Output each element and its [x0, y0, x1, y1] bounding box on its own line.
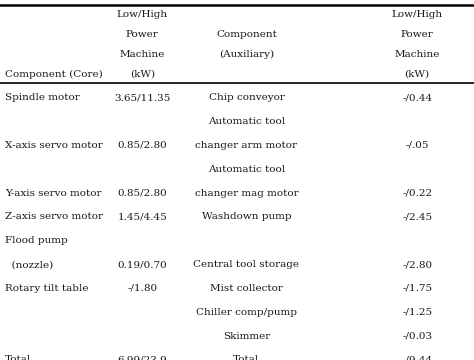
Text: 6.99/23.9: 6.99/23.9 — [118, 355, 167, 360]
Text: Total: Total — [5, 355, 31, 360]
Text: -/0.22: -/0.22 — [402, 189, 432, 198]
Text: changer mag motor: changer mag motor — [195, 189, 298, 198]
Text: Flood pump: Flood pump — [5, 236, 67, 245]
Text: changer arm motor: changer arm motor — [195, 141, 298, 150]
Text: -/0.44: -/0.44 — [402, 93, 432, 102]
Text: 1.45/4.45: 1.45/4.45 — [118, 212, 167, 221]
Text: Low/High: Low/High — [117, 10, 168, 19]
Text: Y-axis servo motor: Y-axis servo motor — [5, 189, 101, 198]
Text: -/0.03: -/0.03 — [402, 332, 432, 341]
Text: -/9.44: -/9.44 — [402, 355, 432, 360]
Text: (nozzle): (nozzle) — [5, 260, 53, 269]
Text: -/2.80: -/2.80 — [402, 260, 432, 269]
Text: Power: Power — [401, 30, 434, 39]
Text: -/.05: -/.05 — [405, 141, 429, 150]
Text: 3.65/11.35: 3.65/11.35 — [114, 93, 170, 102]
Text: Skimmer: Skimmer — [223, 332, 270, 341]
Text: 0.85/2.80: 0.85/2.80 — [118, 189, 167, 198]
Text: X-axis servo motor: X-axis servo motor — [5, 141, 102, 150]
Text: Component (Core): Component (Core) — [5, 70, 102, 79]
Text: (kW): (kW) — [129, 70, 155, 79]
Text: Spindle motor: Spindle motor — [5, 93, 80, 102]
Text: Central tool storage: Central tool storage — [193, 260, 300, 269]
Text: Machine: Machine — [394, 50, 440, 59]
Text: -/1.75: -/1.75 — [402, 284, 432, 293]
Text: Low/High: Low/High — [392, 10, 443, 19]
Text: (Auxiliary): (Auxiliary) — [219, 50, 274, 59]
Text: -/1.80: -/1.80 — [127, 284, 157, 293]
Text: Chiller comp/pump: Chiller comp/pump — [196, 308, 297, 317]
Text: Z-axis servo motor: Z-axis servo motor — [5, 212, 103, 221]
Text: 0.19/0.70: 0.19/0.70 — [118, 260, 167, 269]
Text: Chip conveyor: Chip conveyor — [209, 93, 284, 102]
Text: Total: Total — [233, 355, 260, 360]
Text: -/2.45: -/2.45 — [402, 212, 432, 221]
Text: Component: Component — [216, 30, 277, 39]
Text: Machine: Machine — [119, 50, 165, 59]
Text: (kW): (kW) — [404, 70, 430, 79]
Text: Automatic tool: Automatic tool — [208, 165, 285, 174]
Text: Rotary tilt table: Rotary tilt table — [5, 284, 88, 293]
Text: Automatic tool: Automatic tool — [208, 117, 285, 126]
Text: 0.85/2.80: 0.85/2.80 — [118, 141, 167, 150]
Text: Washdown pump: Washdown pump — [201, 212, 292, 221]
Text: Mist collector: Mist collector — [210, 284, 283, 293]
Text: -/1.25: -/1.25 — [402, 308, 432, 317]
Text: Power: Power — [126, 30, 159, 39]
